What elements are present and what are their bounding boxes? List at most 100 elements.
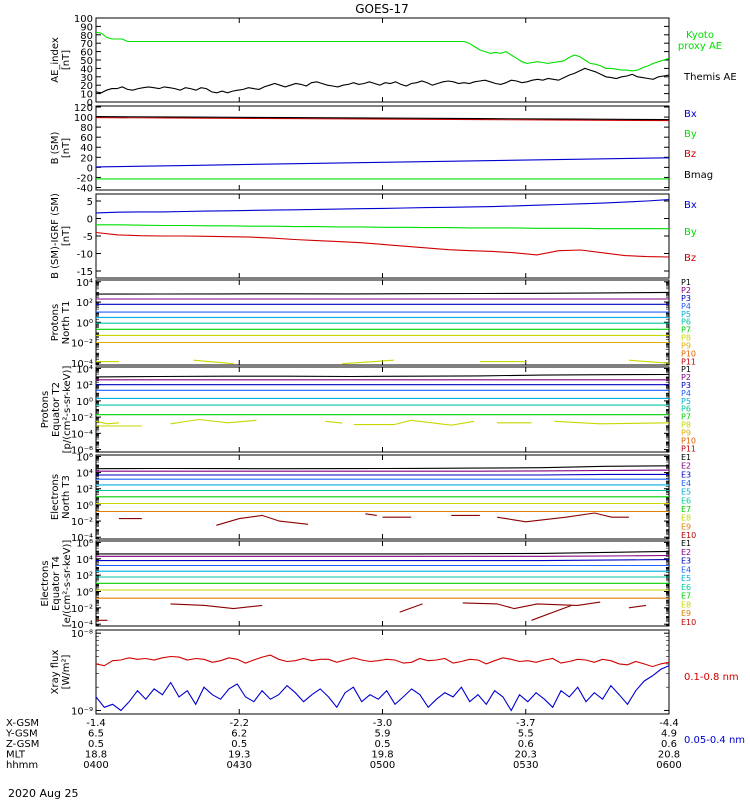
- legend-entry: By: [684, 129, 697, 140]
- y-axis-label: [nT]: [61, 50, 72, 70]
- legend-entry: E2: [681, 548, 691, 557]
- plot-area: [96, 465, 669, 526]
- legend-entry: P3: [681, 294, 691, 303]
- panel-bdiff: -15 -10 -5 0 5 B (SM)-IGRF (SM) [nT] Bx By Bz: [50, 193, 697, 279]
- y-tick-label: -15: [77, 267, 93, 278]
- y-tick-label: 10²: [76, 381, 93, 392]
- legend-entry: E8: [681, 600, 691, 609]
- series-segment-e10: [531, 604, 572, 621]
- y-tick-label: 100: [74, 113, 93, 124]
- y-tick-label: 0: [87, 98, 93, 109]
- x-axis-row-label: hhmm: [6, 760, 38, 771]
- legend-entry: E6: [681, 496, 691, 505]
- x-axis-value: 20.3: [515, 750, 537, 761]
- legend-entry: Bmag: [684, 170, 713, 181]
- y-tick-label: 40: [80, 143, 93, 154]
- panel-xray: 10⁻⁹ 10⁻⁸ Xray flux [W/m²] 0.1-0.8 nm 0.05-0.…: [50, 629, 745, 746]
- y-tick-label: 10⁻⁶: [71, 446, 93, 457]
- y-tick-label: 10²: [76, 485, 93, 496]
- y-axis-label: Equator T4: [51, 556, 62, 611]
- series-line-p1: [96, 291, 669, 295]
- series-line-bx: [96, 157, 669, 168]
- y-axis-label: B (SM)-IGRF (SM): [50, 193, 61, 279]
- y-tick-label: 10⁰: [76, 501, 93, 512]
- legend-entry: P2: [681, 373, 691, 382]
- x-axis-row-label: Z-GSM: [6, 739, 39, 750]
- legend-entry: P3: [681, 381, 691, 390]
- x-axis-value: 0600: [656, 760, 681, 771]
- plot-area: [96, 31, 669, 94]
- x-axis-value: -3.0: [373, 718, 393, 729]
- legend-entry: 0.1-0.8 nm: [684, 672, 739, 683]
- plot-area: [96, 116, 669, 180]
- x-axis-value: 19.8: [371, 750, 393, 761]
- y-axis-label: Protons: [40, 391, 51, 428]
- plot-area: [96, 550, 669, 621]
- series-segment-p8: [628, 359, 669, 364]
- series-segment-e10: [170, 603, 263, 610]
- y-tick-label: 10⁴: [76, 278, 93, 289]
- y-tick-label: 10⁻⁹: [71, 706, 93, 717]
- panel-p_equator: 10⁻⁶ 10⁻⁴ 10⁻² 10⁰ 10² 10⁴ Protons Equator T2 [p…: [40, 364, 696, 456]
- x-axis-value: 0.5: [375, 739, 391, 750]
- legend-entry: E1: [681, 539, 691, 548]
- y-tick-label: 100: [74, 14, 93, 25]
- y-axis-label: North T1: [61, 301, 72, 345]
- y-tick-label: 70: [80, 39, 93, 50]
- x-axis-value: -1.4: [86, 718, 106, 729]
- y-tick-label: 10: [80, 90, 93, 101]
- legend-entry: E8: [681, 514, 691, 523]
- legend-entry: P1: [681, 278, 691, 287]
- series-segment-p8: [193, 359, 234, 365]
- series-line-kyoto-proxy-ae: [96, 31, 669, 72]
- legend-entry: P5: [681, 310, 691, 319]
- legend-entry: P7: [681, 413, 691, 422]
- x-axis-value: 0430: [227, 760, 252, 771]
- date-label: 2020 Aug 25: [8, 787, 78, 800]
- x-axis-value: -3.7: [516, 718, 536, 729]
- series-line-e1: [96, 550, 669, 555]
- legend-entry: P4: [681, 389, 691, 398]
- y-axis-label: Protons: [50, 304, 61, 341]
- legend-entry: P11: [681, 357, 696, 366]
- y-axis-label: Electrons: [50, 474, 61, 520]
- y-axis-label: [nT]: [61, 226, 72, 246]
- y-tick-label: 80: [80, 31, 93, 42]
- y-tick-label: 10⁴: [76, 555, 93, 566]
- y-tick-label: -20: [77, 173, 93, 184]
- series-segment-p8: [554, 420, 669, 425]
- y-tick-label: 10⁻⁴: [71, 533, 93, 544]
- y-tick-label: -5: [83, 232, 93, 243]
- legend-entry: E5: [681, 574, 691, 583]
- legend-entry: E6: [681, 583, 691, 592]
- x-axis-value: 19.3: [228, 750, 250, 761]
- legend-entry: E9: [681, 522, 691, 531]
- series-line-0-05-0-4-nm: [96, 665, 669, 712]
- y-tick-label: -40: [77, 183, 93, 194]
- y-tick-label: 90: [80, 22, 93, 33]
- legend-entry: P6: [681, 318, 691, 327]
- chart-title: GOES-17: [355, 2, 409, 16]
- legend-entry: E2: [681, 462, 691, 471]
- x-axis-value: 0.6: [661, 739, 677, 750]
- series-line-p1: [96, 373, 669, 378]
- legend-entry: P2: [681, 286, 691, 295]
- legend-entry: Bz: [684, 149, 696, 160]
- y-tick-label: 10⁻⁴: [71, 429, 93, 440]
- legend-entry: Bx: [684, 200, 697, 211]
- series-segment-p8: [170, 418, 257, 425]
- legend-entry: E7: [681, 592, 691, 601]
- y-tick-label: 120: [74, 103, 93, 114]
- x-axis-value: 4.9: [661, 729, 677, 740]
- x-axis-value: 0400: [83, 760, 108, 771]
- x-axis-value: 20.8: [658, 750, 680, 761]
- legend-entry: P5: [681, 397, 691, 406]
- series-line-e2: [96, 469, 669, 472]
- y-tick-label: 10⁻²: [71, 517, 93, 528]
- legend-entry: P8: [681, 334, 691, 343]
- legend-entry: Bx: [684, 109, 697, 120]
- plot-area: [96, 373, 669, 427]
